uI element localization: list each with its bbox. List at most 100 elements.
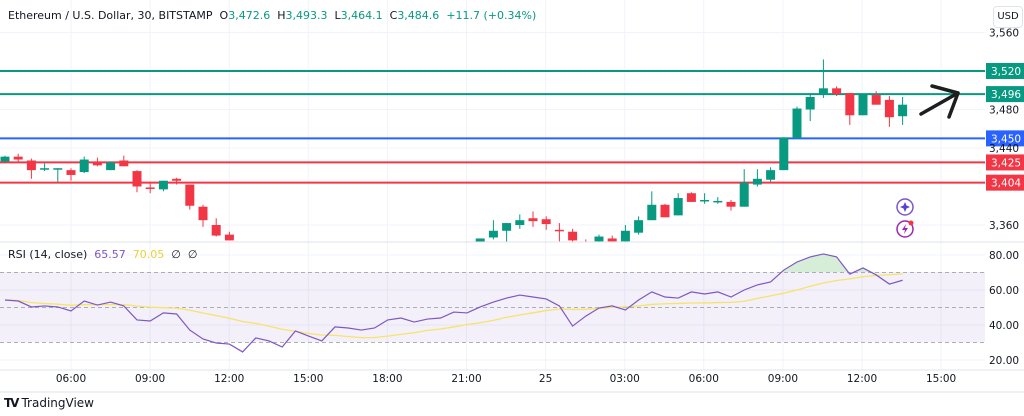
rsi-axis-label: 20.00	[989, 355, 1019, 367]
rsi-legend[interactable]: RSI (14, close) 65.57 70.05 ∅ ∅	[8, 248, 197, 261]
candle	[172, 177, 182, 185]
currency-button[interactable]: USD	[993, 6, 1023, 28]
level-price-tag	[986, 130, 1024, 147]
level-price-tag	[986, 86, 1024, 103]
time-label: 06:00	[56, 373, 86, 385]
candle	[585, 239, 587, 242]
candle-body	[291, 263, 300, 265]
candle	[779, 137, 789, 171]
grid	[0, 0, 985, 370]
lightning-alert-icon[interactable]	[896, 220, 914, 238]
candle	[634, 216, 644, 235]
candle	[673, 193, 683, 216]
tradingview-logo[interactable]: TV TradingView	[4, 396, 94, 410]
horizontal-levels[interactable]: 3,520 3,496 3,450 3,425 3,404	[0, 63, 1024, 191]
candle	[13, 153, 23, 162]
candle	[158, 180, 168, 192]
candle	[278, 254, 287, 268]
candle-body	[554, 229, 564, 232]
level-price-label: 3,520	[991, 66, 1021, 78]
candle-body	[845, 93, 855, 116]
candle-body	[224, 234, 234, 241]
symbol-name: Ethereum / U.S. Dollar, 30, BITSTAMP	[8, 9, 213, 22]
candle-body	[410, 250, 419, 252]
candle-body	[331, 262, 340, 266]
time-label: 12:00	[214, 373, 244, 385]
candle	[713, 197, 723, 204]
candle	[265, 256, 274, 271]
ai-assistant-icon[interactable]	[896, 198, 914, 216]
candle-body	[898, 104, 908, 117]
candle-body	[568, 231, 578, 241]
candle-body	[449, 244, 458, 246]
candle	[528, 211, 538, 227]
candle-body	[79, 159, 89, 173]
candle-body	[515, 220, 525, 225]
candle	[79, 156, 89, 174]
candle-body	[832, 88, 842, 95]
candle-body	[713, 200, 723, 203]
candle	[871, 91, 881, 105]
candle	[106, 161, 116, 171]
candle-body	[238, 244, 247, 254]
open-value: 3,472.6	[228, 9, 271, 22]
candle-body	[317, 265, 326, 269]
candle-body	[607, 238, 617, 242]
candle	[92, 157, 102, 167]
candle-body	[686, 193, 696, 202]
candle-body	[158, 180, 168, 190]
candle-body	[818, 88, 828, 95]
candle	[792, 106, 802, 139]
low-label: L	[334, 9, 341, 22]
candle-body	[13, 156, 23, 160]
candle	[515, 214, 525, 229]
candle-body	[779, 137, 789, 171]
level-price-label: 3,496	[991, 89, 1021, 101]
candle	[541, 216, 551, 230]
candle-body	[132, 171, 142, 187]
rsi-extra-2: ∅	[187, 248, 198, 261]
candle	[647, 191, 657, 221]
arrow-annotation[interactable]	[919, 84, 960, 119]
candle	[502, 223, 512, 242]
close-label: C	[389, 9, 398, 22]
candle-body	[26, 160, 36, 171]
symbol-legend[interactable]: Ethereum / U.S. Dollar, 30, BITSTAMP O3,…	[8, 9, 536, 22]
candle	[766, 167, 776, 182]
candle-body	[211, 224, 221, 236]
candle	[331, 259, 340, 272]
candle-body	[397, 250, 406, 254]
candle	[475, 238, 485, 242]
close-value: 3,484.6	[397, 9, 440, 22]
price-label: 3,560	[989, 28, 1019, 40]
candle-body	[106, 162, 116, 171]
level-price-label: 3,450	[991, 133, 1021, 145]
time-label: 15:00	[293, 373, 323, 385]
time-label: 09:00	[135, 373, 165, 385]
candle-body	[673, 198, 683, 216]
candle	[66, 168, 76, 181]
candle	[832, 86, 842, 97]
candle	[0, 155, 10, 164]
candle	[686, 192, 696, 202]
price-label: 3,440	[989, 143, 1019, 155]
rsi-extra-1: ∅	[171, 248, 181, 261]
rsi-name: RSI (14, close)	[8, 248, 88, 261]
candle-body	[66, 170, 76, 175]
candle-body	[145, 187, 155, 189]
candle	[845, 93, 855, 125]
open-label: O	[219, 9, 229, 22]
candle-body	[871, 95, 881, 105]
rsi-value: 65.57	[94, 248, 126, 261]
candle	[224, 231, 234, 241]
candle	[397, 246, 406, 259]
candle	[26, 158, 36, 179]
candle	[119, 155, 129, 167]
rsi-overbought-fill	[781, 253, 871, 272]
candle-body	[620, 230, 630, 242]
time-label: 03:00	[610, 373, 640, 385]
time-label: 09:00	[768, 373, 798, 385]
candle-body	[726, 201, 736, 207]
level-price-tag	[986, 154, 1024, 171]
